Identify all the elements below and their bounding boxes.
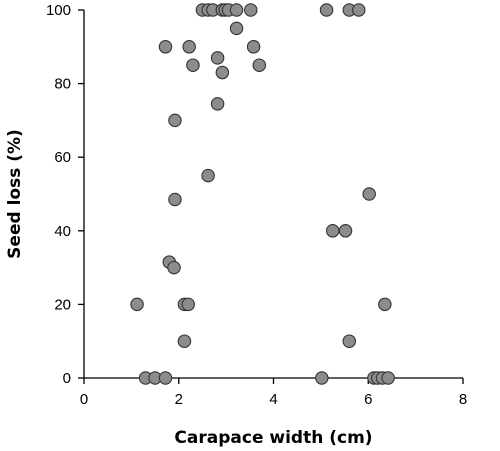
- y-tick-label: 60: [54, 149, 71, 166]
- data-point: [252, 58, 267, 72]
- data-point: [229, 21, 244, 36]
- data-point: [325, 224, 340, 238]
- axes: [83, 10, 463, 379]
- data-point: [338, 224, 353, 238]
- y-tick-label: 20: [54, 296, 71, 313]
- x-tick-label: 6: [364, 391, 372, 408]
- data-point: [319, 3, 334, 17]
- y-axis-title: Seed loss (%): [5, 129, 25, 259]
- data-point: [186, 58, 200, 72]
- data-point: [229, 3, 244, 17]
- y-tick-label: 80: [54, 76, 71, 93]
- data-points: [130, 3, 395, 385]
- data-point: [177, 334, 192, 348]
- data-point: [181, 297, 195, 312]
- data-point: [210, 97, 225, 111]
- data-point: [182, 40, 196, 54]
- y-tick-label: 100: [46, 2, 71, 19]
- data-point: [158, 40, 173, 54]
- data-point: [362, 187, 376, 201]
- x-tick-label: 8: [459, 391, 467, 408]
- data-point: [210, 51, 225, 65]
- data-point: [342, 334, 357, 348]
- data-point: [167, 260, 181, 275]
- data-point: [378, 297, 392, 312]
- y-axis-ticks: 0 20 40 60 80 100: [46, 2, 84, 387]
- data-point: [246, 40, 261, 54]
- x-tick-label: 0: [80, 391, 88, 408]
- x-axis-ticks: 0 2 4 6 8: [80, 378, 467, 408]
- x-axis-title: Carapace width (cm): [174, 428, 372, 448]
- data-point: [352, 3, 366, 17]
- data-point: [244, 3, 258, 17]
- data-point: [201, 168, 215, 183]
- data-point: [168, 113, 182, 128]
- data-point: [315, 371, 329, 385]
- data-point: [158, 371, 173, 385]
- x-tick-label: 4: [269, 391, 277, 408]
- x-tick-label: 2: [175, 391, 183, 408]
- data-point: [168, 192, 182, 207]
- y-tick-label: 40: [54, 223, 71, 240]
- data-point: [381, 371, 395, 385]
- data-point: [215, 65, 230, 80]
- y-tick-label: 0: [63, 370, 71, 387]
- data-point: [130, 297, 144, 312]
